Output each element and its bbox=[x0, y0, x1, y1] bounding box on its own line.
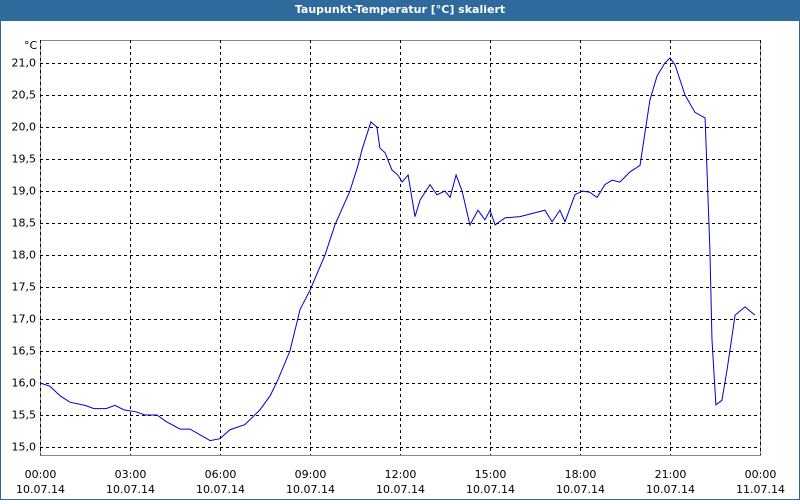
y-tick-label: 17,5 bbox=[12, 281, 37, 294]
y-tick-label: 18,0 bbox=[12, 249, 37, 262]
y-tick-label: 17,0 bbox=[12, 313, 37, 326]
x-tick-date: 10.07.14 bbox=[556, 483, 605, 496]
x-tick-date: 10.07.14 bbox=[196, 483, 245, 496]
x-tick-label: 00:00 bbox=[25, 468, 57, 481]
data-line bbox=[39, 57, 756, 442]
y-tick-label: 15,0 bbox=[12, 441, 37, 454]
x-tick-label: 03:00 bbox=[115, 468, 147, 481]
y-tick-label: 20,5 bbox=[12, 89, 37, 102]
y-tick-label: 15,5 bbox=[12, 409, 37, 422]
x-tick-date: 10.07.14 bbox=[106, 483, 155, 496]
x-tick-label: 18:00 bbox=[565, 468, 597, 481]
y-unit: °C bbox=[24, 39, 38, 52]
x-tick-label: 12:00 bbox=[385, 468, 417, 481]
x-tick-label: 06:00 bbox=[205, 468, 237, 481]
x-tick-date: 10.07.14 bbox=[376, 483, 425, 496]
title-bar bbox=[0, 0, 800, 20]
y-tick-label: 16,0 bbox=[12, 377, 37, 390]
y-tick-label: 20,0 bbox=[12, 121, 37, 134]
x-tick-date: 11.07.14 bbox=[736, 483, 785, 496]
y-tick-label: 19,5 bbox=[12, 153, 37, 166]
y-tick-label: 16,5 bbox=[12, 345, 37, 358]
x-tick-date: 10.07.14 bbox=[286, 483, 335, 496]
x-tick-label: 15:00 bbox=[475, 468, 507, 481]
x-tick-date: 10.07.14 bbox=[646, 483, 695, 496]
y-tick-label: 18,5 bbox=[12, 217, 37, 230]
x-tick-date: 10.07.14 bbox=[466, 483, 515, 496]
y-tick-label: 21,0 bbox=[12, 57, 37, 70]
y-tick-label: 19,0 bbox=[12, 185, 37, 198]
x-tick-label: 09:00 bbox=[295, 468, 327, 481]
x-tick-label: 21:00 bbox=[655, 468, 687, 481]
x-tick-label: 00:00 bbox=[745, 468, 777, 481]
x-tick-date: 10.07.14 bbox=[16, 483, 65, 496]
chart-title: Taupunkt-Temperatur [°C] skaliert bbox=[295, 3, 505, 16]
plot-area bbox=[40, 40, 761, 456]
